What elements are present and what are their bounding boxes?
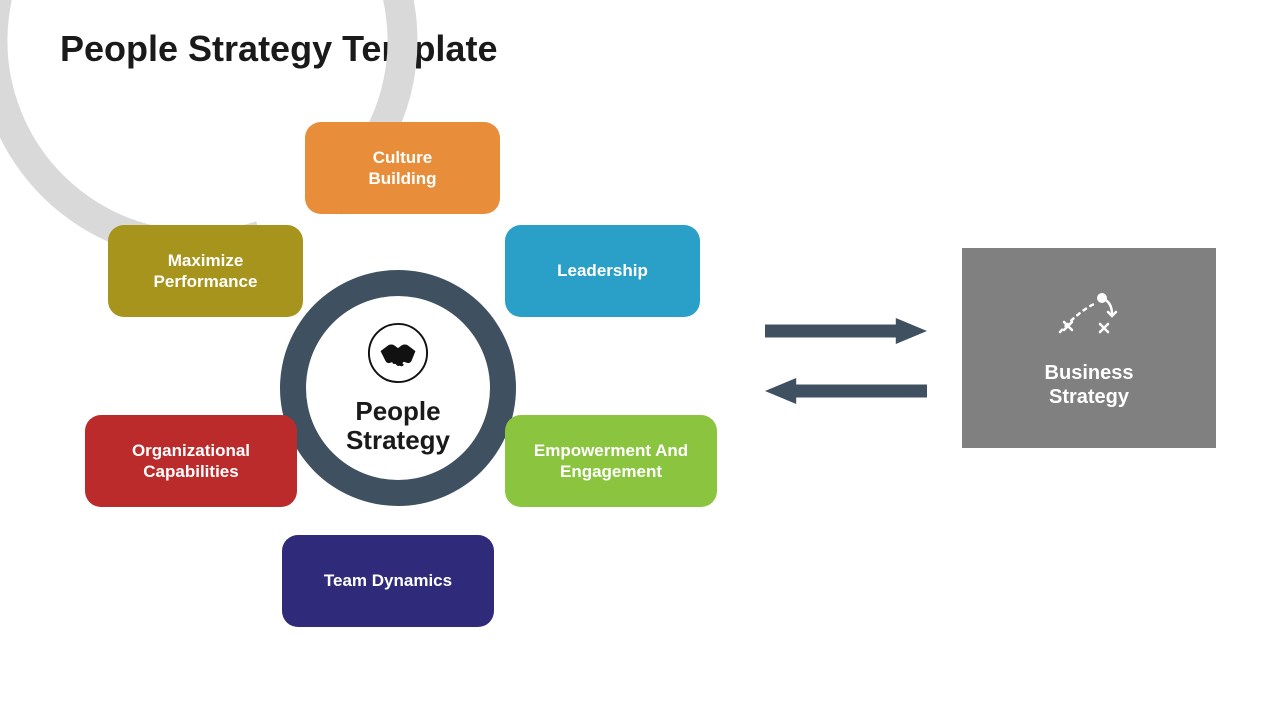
node-empowerment: Empowerment AndEngagement <box>505 415 717 507</box>
business-strategy-label: BusinessStrategy <box>1045 361 1134 409</box>
center-ring: PeopleStrategy <box>280 270 516 506</box>
arrow-right-icon <box>765 318 927 344</box>
node-team: Team Dynamics <box>282 535 494 627</box>
node-org: OrganizationalCapabilities <box>85 415 297 507</box>
business-strategy-box: BusinessStrategy <box>962 248 1216 448</box>
arrow-left-icon <box>765 378 927 404</box>
node-maximize: MaximizePerformance <box>108 225 303 317</box>
center-label: PeopleStrategy <box>346 397 450 454</box>
strategy-icon <box>1054 288 1124 347</box>
node-culture: CultureBuilding <box>305 122 500 214</box>
handshake-icon <box>367 322 429 389</box>
node-leadership: Leadership <box>505 225 700 317</box>
center-inner: PeopleStrategy <box>306 296 490 480</box>
